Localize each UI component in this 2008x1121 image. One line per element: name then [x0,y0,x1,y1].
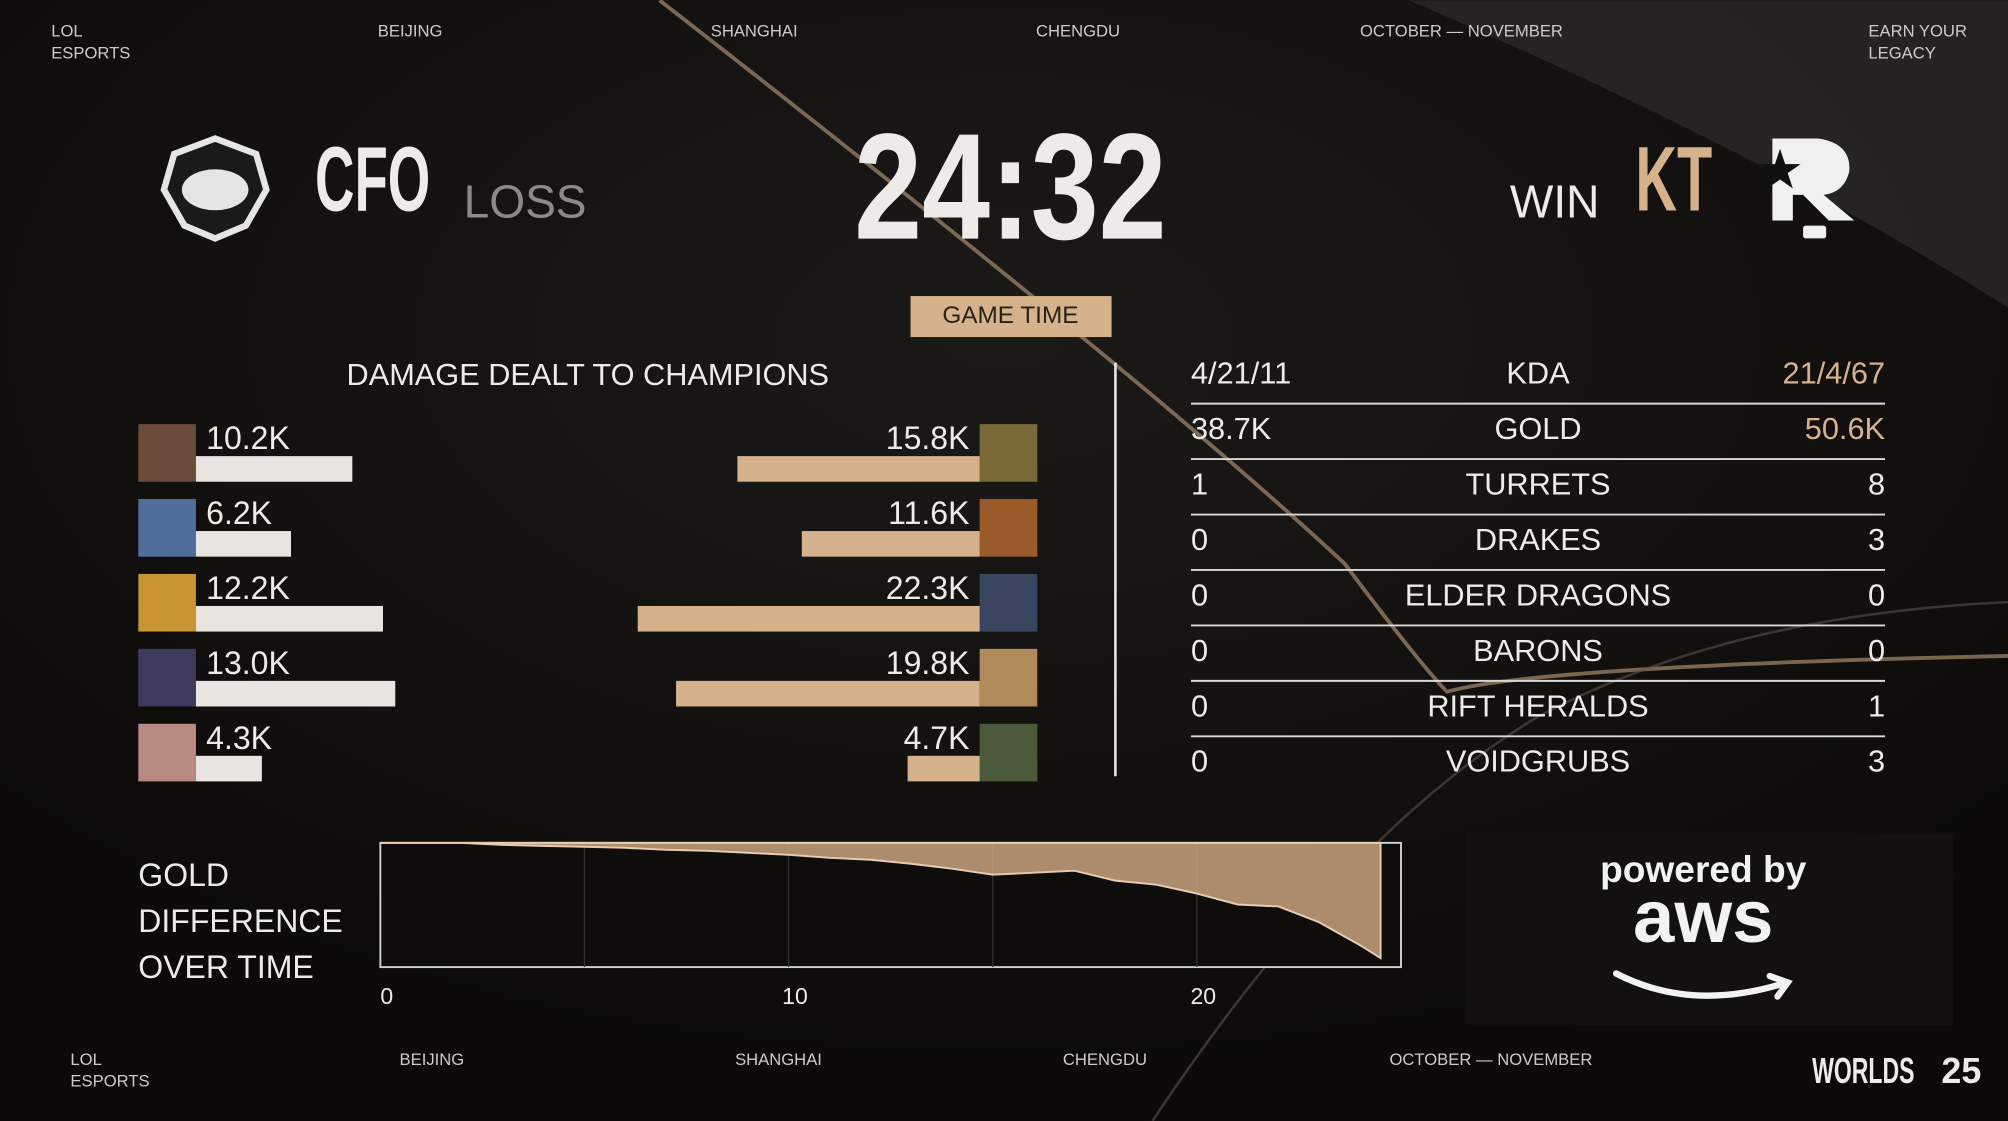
bar [737,456,980,482]
kt-logo [1759,138,1855,239]
footer-item: CHENGDU [1063,1050,1147,1069]
footer-item: BEIJING [400,1050,465,1069]
champion-portrait [138,723,196,782]
stat-value: 0 [1191,633,1208,668]
gold-area [380,841,1382,960]
game-time-label: GAME TIME [942,302,1078,329]
stat-label: BARONS [1473,633,1603,668]
footer-item: OCTOBER — NOVEMBER [1389,1050,1592,1069]
game-time-box [910,296,1112,338]
champion-portrait [979,723,1038,782]
stat-value: 0 [1191,688,1208,723]
stat-value: 3 [1868,744,1885,779]
worlds-logo: 25 [1941,1051,1981,1091]
stat-label: RIFT HERALDS [1427,688,1648,723]
bar [907,755,980,782]
data-label: 6.2K [206,495,272,531]
stat-value: 0 [1191,577,1208,612]
data-label: 11.6K [888,495,969,531]
bar [195,531,291,557]
footer-item: SHANGHAI [735,1050,822,1069]
team-name: CFO [315,127,430,230]
header-item: OCTOBER — NOVEMBER [1360,22,1563,41]
decor-curve [658,0,2008,694]
stat-value: 8 [1868,466,1885,501]
sponsor-smile [1612,970,1793,1000]
stat-label: VOIDGRUBS [1446,744,1630,779]
stat-label: TURRETS [1465,466,1610,501]
stat-value: 1 [1191,466,1208,501]
data-label: 19.8K [886,645,970,681]
champion-portrait [138,424,196,482]
stat-value: 21/4/67 [1783,356,1886,391]
stat-value: 0 [1191,522,1208,557]
stat-label: GOLD [1494,411,1581,446]
worlds-logo: WORLDS [1812,1051,1914,1091]
champion-portrait [138,648,196,707]
header-item: LOL [51,22,82,41]
stat-value: 50.6K [1805,411,1886,446]
champion-portrait [138,573,196,632]
stat-value: 0 [1868,633,1885,668]
header-item: CHENGDU [1036,22,1120,41]
chart-title: DIFFERENCE [138,903,342,939]
data-label: 15.8K [886,420,970,456]
header-item: LEGACY [1868,43,1935,62]
stat-value: 1 [1868,688,1885,723]
cfo-logo [160,135,270,242]
data-label: 10.2K [206,420,290,456]
bar [195,605,383,632]
footer-item: LOL [70,1050,101,1069]
team-result: LOSS [464,175,587,227]
champion-portrait [979,648,1038,707]
footer-item: ESPORTS [70,1072,149,1091]
bar [637,605,980,632]
chart-title: DAMAGE DEALT TO CHAMPIONS [347,357,830,392]
data-label: 22.3K [886,570,970,606]
data-label: 4.3K [206,720,272,756]
x-tick-label: 20 [1190,983,1216,1009]
data-label: 13.0K [206,645,290,681]
bar [801,531,980,557]
bar [676,680,980,707]
champion-portrait [979,573,1038,632]
champion-portrait [979,499,1038,557]
bar [195,680,396,707]
chart-title: GOLD [138,857,229,893]
game-time: 24:32 [854,103,1166,272]
data-label: 12.2K [206,570,290,606]
header-item: SHANGHAI [711,22,798,41]
bar [195,755,262,782]
sponsor-text: powered by [1600,848,1807,890]
data-label: 4.7K [904,720,970,756]
header-item: BEIJING [378,22,443,41]
champion-portrait [979,424,1038,482]
stat-value: 0 [1868,577,1885,612]
sponsor-logo: aws [1633,875,1773,958]
stat-value: 3 [1868,522,1885,557]
header-item: ESPORTS [51,43,130,62]
stat-value: 38.7K [1191,411,1272,446]
stat-value: 0 [1191,744,1208,779]
stat-value: 4/21/11 [1191,356,1291,391]
chart-title: OVER TIME [138,949,313,985]
backdrop-sheen [1408,0,2008,308]
header-item: EARN YOUR [1868,22,1967,41]
stat-label: DRAKES [1475,522,1601,557]
team-name: KT [1635,127,1712,230]
x-tick-label: 10 [782,983,808,1009]
x-tick-label: 0 [380,983,393,1009]
team-result: WIN [1510,175,1600,227]
bar [195,456,353,482]
stat-label: KDA [1506,356,1570,391]
stat-label: ELDER DRAGONS [1405,577,1671,612]
champion-portrait [138,499,196,557]
